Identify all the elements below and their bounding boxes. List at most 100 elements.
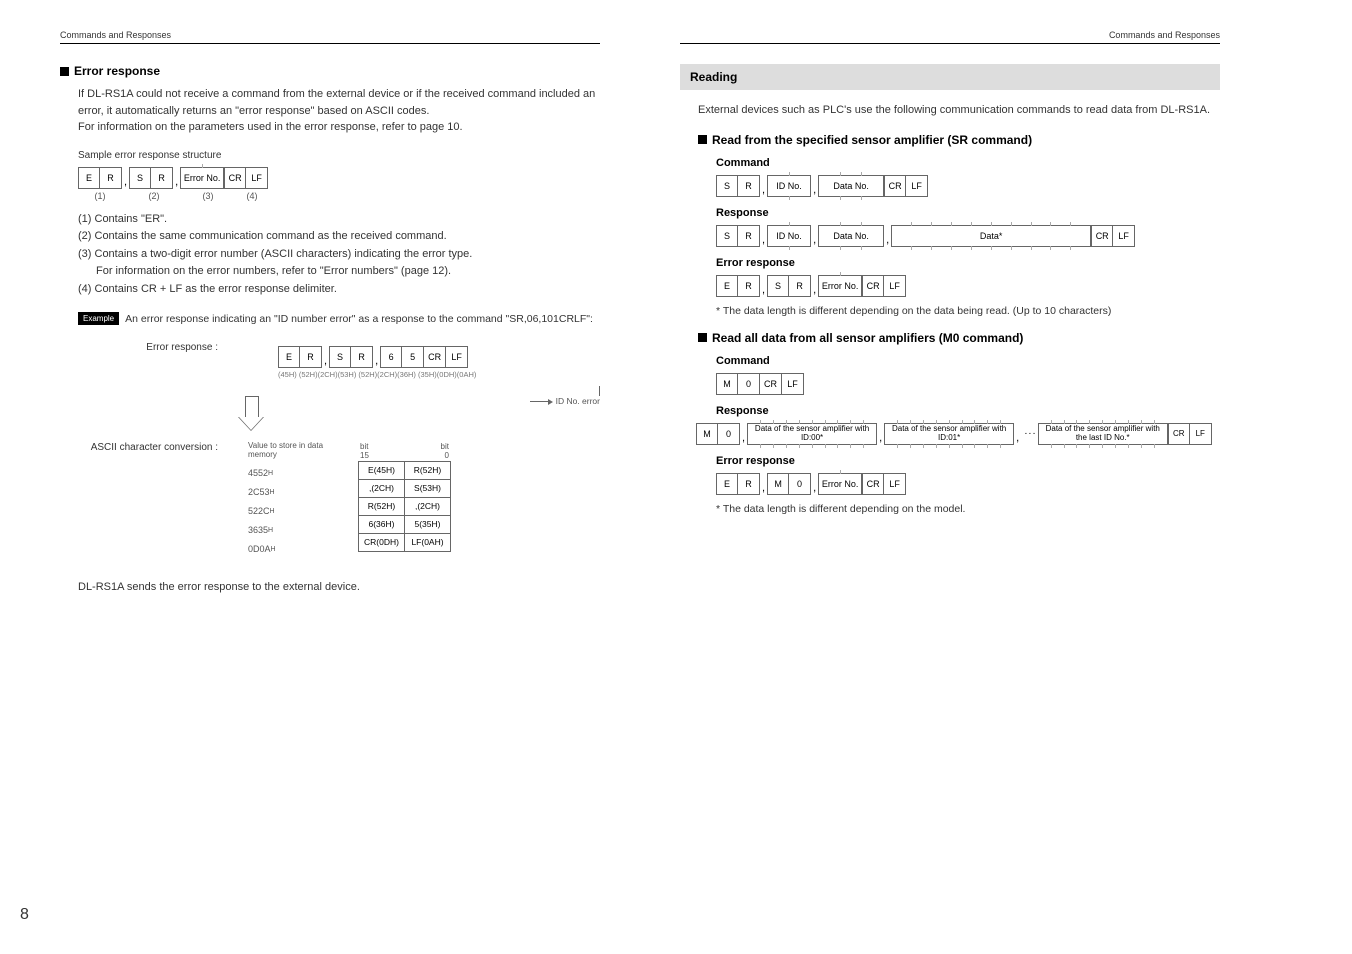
structure-list: (1) Contains "ER". (2) Contains the same… bbox=[78, 211, 600, 299]
byte-cell: M bbox=[767, 473, 789, 495]
byte-cell: E bbox=[716, 275, 738, 297]
example-tag: Example bbox=[78, 312, 119, 325]
byte-cell: 0 bbox=[738, 373, 760, 395]
id-no-box: ID No. bbox=[767, 225, 811, 247]
byte-cell-lf: LF bbox=[782, 373, 804, 395]
byte-cell: R bbox=[300, 346, 322, 368]
id-no-error-callout: ID No. error bbox=[278, 385, 600, 406]
ascii-conversion-label: ASCII character conversion : bbox=[78, 442, 218, 453]
byte-cell-cr: CR bbox=[884, 175, 906, 197]
error-response-label: Error response bbox=[716, 455, 1220, 467]
byte-cell-lf: LF bbox=[1113, 225, 1135, 247]
right-page: Commands and Responses Reading External … bbox=[640, 0, 1280, 639]
down-arrow-icon bbox=[238, 396, 264, 432]
error-response-bytes: E R , S R , 6 5 CR LF bbox=[278, 346, 600, 368]
page-header-right: Commands and Responses bbox=[680, 30, 1220, 44]
byte-cell: S bbox=[767, 275, 789, 297]
byte-cell: S bbox=[129, 167, 151, 189]
sample-bytes-diagram: E R , S R , Error No. CR LF bbox=[78, 167, 600, 189]
example-block: Example An error response indicating an … bbox=[78, 312, 600, 328]
byte-cell-lf: LF bbox=[446, 346, 468, 368]
heading-sr-command: Read from the specified sensor amplifier… bbox=[680, 133, 1220, 147]
ascii-conversion-block: ASCII character conversion : Value to st… bbox=[78, 442, 600, 559]
byte-cell: 5 bbox=[402, 346, 424, 368]
byte-cell: 0 bbox=[789, 473, 811, 495]
square-bullet-icon bbox=[698, 135, 707, 144]
byte-cell-lf: LF bbox=[246, 167, 268, 189]
byte-cell-cr: CR bbox=[1168, 423, 1190, 445]
data-id01-box: Data of the sensor amplifier with ID:01* bbox=[884, 423, 1014, 445]
dl-sends-text: DL-RS1A sends the error response to the … bbox=[78, 579, 600, 596]
byte-cell: M bbox=[696, 423, 718, 445]
id-no-box: ID No. bbox=[767, 175, 811, 197]
hex-under-row: (45H) (52H)(2CH)(53H) (52H)(2CH)(36H) (3… bbox=[278, 370, 600, 379]
response-label: Response bbox=[716, 405, 1220, 417]
heading-text: Error response bbox=[74, 64, 160, 78]
heading-m0-command: Read all data from all sensor amplifiers… bbox=[680, 331, 1220, 345]
reading-section-bar: Reading bbox=[680, 64, 1220, 90]
data-last-box: Data of the sensor amplifier with the la… bbox=[1038, 423, 1168, 445]
command-label: Command bbox=[716, 355, 1220, 367]
reading-intro: External devices such as PLC's use the f… bbox=[680, 102, 1220, 119]
sample-under-labels: (1) (2) (3) (4) bbox=[78, 191, 600, 201]
error-response-label: Error response bbox=[716, 257, 1220, 269]
byte-cell: M bbox=[716, 373, 738, 395]
byte-cell: 0 bbox=[718, 423, 740, 445]
error-no-box: Error No. bbox=[818, 473, 862, 495]
square-bullet-icon bbox=[698, 333, 707, 342]
error-no-box: Error No. bbox=[180, 167, 224, 189]
m0-error-bytes: E R , M 0 , Error No. CR LF bbox=[716, 473, 1220, 495]
sample-structure-label: Sample error response structure bbox=[78, 150, 600, 161]
footnote-sr: * The data length is different depending… bbox=[716, 305, 1220, 317]
byte-cell: R bbox=[100, 167, 122, 189]
byte-cell: S bbox=[329, 346, 351, 368]
byte-cell-cr: CR bbox=[862, 473, 884, 495]
byte-cell: R bbox=[738, 225, 760, 247]
command-label: Command bbox=[716, 157, 1220, 169]
data-no-box: Data No. bbox=[818, 225, 884, 247]
byte-cell-lf: LF bbox=[1190, 423, 1212, 445]
left-page: Commands and Responses Error response If… bbox=[0, 0, 640, 639]
sr-command-bytes: S R , ID No. , Data No. CR LF bbox=[716, 175, 1220, 197]
error-no-box: Error No. bbox=[818, 275, 862, 297]
byte-cell: E bbox=[278, 346, 300, 368]
byte-cell-lf: LF bbox=[906, 175, 928, 197]
separator: , bbox=[175, 176, 178, 189]
ellipsis-icon: · · · bbox=[1024, 428, 1035, 439]
hex-table: bit 15bit 0 E(45H)R(52H) ,(2CH)S(53H) R(… bbox=[358, 442, 451, 552]
byte-cell: R bbox=[738, 275, 760, 297]
byte-cell: S bbox=[716, 175, 738, 197]
byte-cell-cr: CR bbox=[862, 275, 884, 297]
sr-error-bytes: E R , S R , Error No. CR LF bbox=[716, 275, 1220, 297]
data-box: Data* bbox=[891, 225, 1091, 247]
sr-response-bytes: S R , ID No. , Data No. , D bbox=[716, 225, 1220, 247]
byte-cell: R bbox=[351, 346, 373, 368]
separator: , bbox=[124, 176, 127, 189]
footnote-m0: * The data length is different depending… bbox=[716, 503, 1220, 515]
heading-text: Read all data from all sensor amplifiers… bbox=[712, 331, 1023, 345]
square-bullet-icon bbox=[60, 67, 69, 76]
m0-command-bytes: M 0 CR LF bbox=[716, 373, 1220, 395]
data-no-box: Data No. bbox=[818, 175, 884, 197]
example-text: An error response indicating an "ID numb… bbox=[125, 312, 600, 328]
page-header-left: Commands and Responses bbox=[60, 30, 600, 44]
byte-cell-cr: CR bbox=[760, 373, 782, 395]
heading-text: Read from the specified sensor amplifier… bbox=[712, 133, 1032, 147]
byte-cell-cr: CR bbox=[1091, 225, 1113, 247]
byte-cell-lf: LF bbox=[884, 275, 906, 297]
byte-cell: R bbox=[789, 275, 811, 297]
byte-cell: R bbox=[151, 167, 173, 189]
page-number: 8 bbox=[20, 906, 29, 924]
byte-cell: S bbox=[716, 225, 738, 247]
heading-error-response: Error response bbox=[60, 64, 600, 78]
intro-paragraph: If DL-RS1A could not receive a command f… bbox=[78, 86, 600, 136]
hex-values-column: Value to store in data memory 4552H 2C53… bbox=[248, 442, 328, 559]
byte-cell: E bbox=[78, 167, 100, 189]
data-id00-box: Data of the sensor amplifier with ID:00* bbox=[747, 423, 877, 445]
byte-cell: R bbox=[738, 473, 760, 495]
byte-cell: E bbox=[716, 473, 738, 495]
byte-cell-cr: CR bbox=[224, 167, 246, 189]
byte-cell-cr: CR bbox=[424, 346, 446, 368]
response-label: Response bbox=[716, 207, 1220, 219]
byte-cell-lf: LF bbox=[884, 473, 906, 495]
